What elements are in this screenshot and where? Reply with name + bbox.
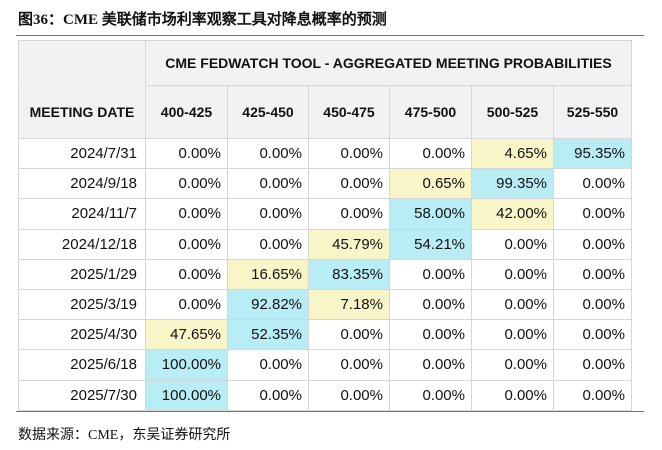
probability-cell: 0.00% — [389, 258, 472, 290]
probability-cell: 16.65% — [227, 258, 309, 290]
table-row: 2025/4/30 47.65% 52.35% 0.00% 0.00% 0.00% 0.00… — [18, 319, 632, 351]
probability-cell: 0.00% — [471, 288, 554, 321]
probability-cell: 0.00% — [471, 228, 554, 260]
probability-cell: 0.00% — [308, 349, 390, 381]
column-header: 425-450 — [227, 85, 309, 139]
meeting-date: 2024/12/18 — [18, 228, 146, 260]
probability-cell: 0.00% — [553, 379, 632, 411]
probability-cell: 58.00% — [389, 198, 472, 230]
probability-cell: 0.00% — [227, 228, 309, 260]
meeting-date: 2025/6/18 — [18, 349, 146, 381]
column-header: 400-425 — [145, 85, 228, 139]
probability-cell: 95.35% — [553, 137, 632, 170]
probability-cell: 42.00% — [471, 198, 554, 230]
table-row: 2025/7/30 100.00% 0.00% 0.00% 0.00% 0.00% 0.00… — [18, 379, 632, 411]
probability-cell: 0.00% — [553, 258, 632, 290]
probability-cell: 0.00% — [471, 379, 554, 411]
probability-cell: 0.00% — [389, 319, 472, 351]
probability-cell: 0.00% — [553, 198, 632, 230]
probability-cell: 0.00% — [145, 168, 228, 200]
table-row: 2025/1/29 0.00% 16.65% 83.35% 0.00% 0.00% 0.00… — [18, 258, 632, 290]
probability-cell: 0.00% — [145, 258, 228, 290]
corner-cell — [18, 40, 146, 86]
probability-cell: 0.00% — [227, 137, 309, 170]
probability-cell: 45.79% — [308, 228, 390, 260]
meeting-date: 2025/3/19 — [18, 288, 146, 321]
header-row: MEETING DATE 400-425 425-450 450-475 475-500… — [18, 85, 632, 139]
source-note: 数据来源：CME，东吴证券研究所 — [18, 428, 231, 443]
probability-cell: 0.00% — [389, 137, 472, 170]
table-row: 2024/12/18 0.00% 0.00% 45.79% 54.21% 0.00% 0.0… — [18, 228, 632, 260]
column-header: 450-475 — [308, 85, 390, 139]
probability-cell: 0.00% — [553, 319, 632, 351]
probability-cell: 0.00% — [553, 288, 632, 321]
figure-title: 图36：CME 美联储市场利率观察工具对降息概率的预测 — [18, 12, 387, 28]
probability-cell: 0.00% — [227, 168, 309, 200]
probability-cell: 100.00% — [145, 379, 228, 411]
meeting-date: 2024/9/18 — [18, 168, 146, 200]
probability-cell: 0.00% — [553, 168, 632, 200]
probability-cell: 0.00% — [308, 198, 390, 230]
probability-cell: 0.00% — [145, 137, 228, 170]
rule — [16, 35, 644, 36]
meeting-date: 2024/7/31 — [18, 137, 146, 170]
probability-cell: 0.00% — [471, 319, 554, 351]
table-row: 2024/9/18 0.00% 0.00% 0.00% 0.65% 99.35% 0.00% — [18, 168, 632, 200]
column-header: 525-550 — [553, 85, 632, 139]
probability-cell: 0.00% — [471, 258, 554, 290]
probability-cell: 0.00% — [308, 379, 390, 411]
header-row: CME FEDWATCH TOOL - AGGREGATED MEETING P… — [18, 40, 632, 86]
table-row: 2025/3/19 0.00% 92.82% 7.18% 0.00% 0.00% 0.00% — [18, 288, 632, 321]
probability-cell: 0.00% — [553, 228, 632, 260]
probability-cell: 0.00% — [227, 198, 309, 230]
meeting-date: 2024/11/7 — [18, 198, 146, 230]
probability-table: CME FEDWATCH TOOL - AGGREGATED MEETING P… — [18, 40, 632, 411]
probability-cell: 0.00% — [389, 288, 472, 321]
probability-cell: 0.00% — [145, 288, 228, 321]
probability-cell: 52.35% — [227, 319, 309, 351]
meeting-date: 2025/4/30 — [18, 319, 146, 351]
meeting-date: 2025/1/29 — [18, 258, 146, 290]
column-header: MEETING DATE — [18, 85, 146, 139]
probability-cell: 0.00% — [389, 379, 472, 411]
probability-cell: 83.35% — [308, 258, 390, 290]
column-header: 475-500 — [389, 85, 472, 139]
table-body: 2024/7/31 0.00% 0.00% 0.00% 0.00% 4.65% 95.35%… — [18, 137, 632, 411]
probability-cell: 54.21% — [389, 228, 472, 260]
probability-cell: 47.65% — [145, 319, 228, 351]
probability-cell: 4.65% — [471, 137, 554, 170]
meeting-date: 2025/7/30 — [18, 379, 146, 411]
table-row: 2024/11/7 0.00% 0.00% 0.00% 58.00% 42.00% 0.00… — [18, 198, 632, 230]
probability-cell: 0.00% — [308, 137, 390, 170]
table-row: 2024/7/31 0.00% 0.00% 0.00% 0.00% 4.65% 95.35% — [18, 137, 632, 170]
probability-cell: 0.00% — [145, 228, 228, 260]
table-row: 2025/6/18 100.00% 0.00% 0.00% 0.00% 0.00% 0.00… — [18, 349, 632, 381]
probability-cell: 0.00% — [553, 349, 632, 381]
probability-cell: 92.82% — [227, 288, 309, 321]
probability-cell: 0.00% — [308, 319, 390, 351]
probability-cell: 0.00% — [227, 379, 309, 411]
probability-cell: 100.00% — [145, 349, 228, 381]
probability-cell: 0.00% — [389, 349, 472, 381]
probability-cell: 7.18% — [308, 288, 390, 321]
probability-cell: 0.00% — [145, 198, 228, 230]
rule — [16, 411, 644, 412]
probability-cell: 0.00% — [227, 349, 309, 381]
probability-cell: 0.65% — [389, 168, 472, 200]
column-header: 500-525 — [471, 85, 554, 139]
probability-cell: 0.00% — [308, 168, 390, 200]
probability-cell: 99.35% — [471, 168, 554, 200]
probability-cell: 0.00% — [471, 349, 554, 381]
super-header: CME FEDWATCH TOOL - AGGREGATED MEETING P… — [145, 40, 632, 86]
